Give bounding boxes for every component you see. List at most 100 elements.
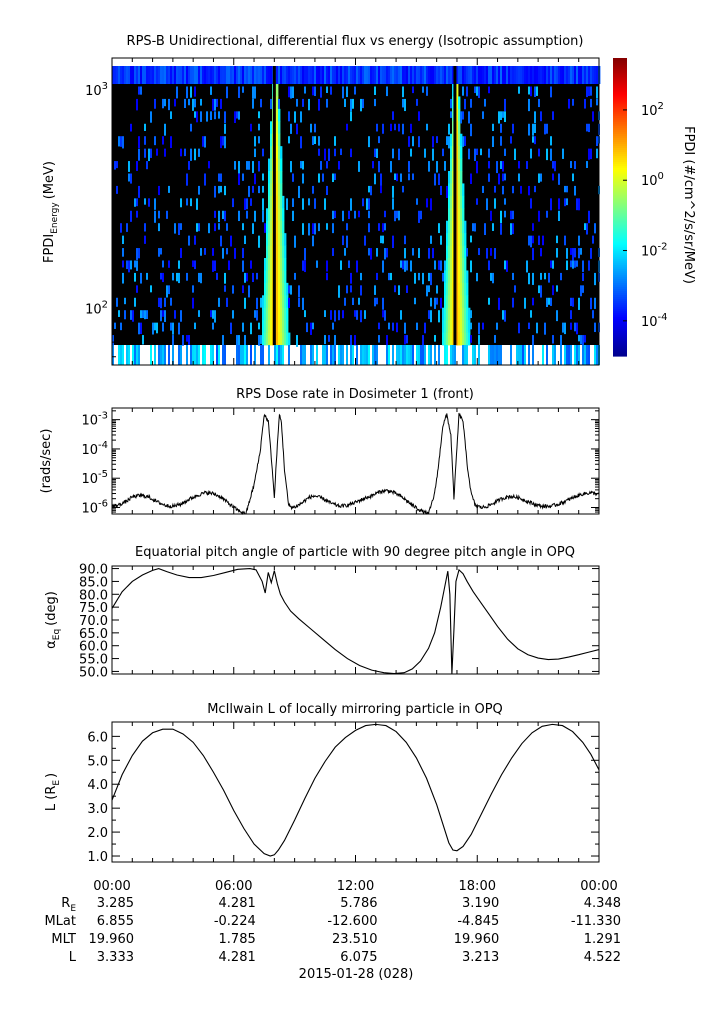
ephemeris-value: -12.600 bbox=[327, 914, 377, 929]
heatmap-bottom-cell bbox=[154, 345, 156, 365]
heatmap-cell bbox=[450, 158, 453, 172]
heatmap-cell bbox=[558, 198, 560, 210]
heatmap-topband-cell bbox=[302, 66, 305, 84]
heatmap-bottom-cell bbox=[494, 345, 496, 365]
heatmap-bottom-cell bbox=[260, 345, 262, 365]
heatmap-cell bbox=[452, 133, 455, 147]
heatmap-cell bbox=[278, 108, 281, 122]
heatmap-cell bbox=[198, 185, 200, 195]
heatmap-cell bbox=[326, 161, 328, 169]
heatmap-cell bbox=[144, 310, 146, 320]
heatmap-cell bbox=[464, 98, 466, 110]
heatmap-cell bbox=[278, 270, 281, 284]
heatmap-cell bbox=[464, 258, 467, 271]
heatmap-topband-cell bbox=[350, 66, 353, 84]
heatmap-cell bbox=[436, 285, 438, 294]
heatmap-cell bbox=[278, 245, 281, 259]
heatmap-cell bbox=[562, 148, 564, 159]
heatmap-cell bbox=[220, 185, 222, 193]
heatmap-cell bbox=[444, 270, 447, 284]
heatmap-cell bbox=[332, 248, 334, 256]
heatmap-cell bbox=[452, 270, 455, 284]
heatmap-cell bbox=[478, 322, 480, 335]
heatmap-cell bbox=[456, 282, 459, 296]
heatmap-cell bbox=[368, 210, 370, 219]
heatmap-cell bbox=[346, 235, 348, 248]
colorbar-segment bbox=[613, 95, 627, 99]
colorbar-segment bbox=[613, 203, 627, 206]
heatmap-cell bbox=[452, 307, 455, 321]
heatmap-cell bbox=[368, 136, 370, 148]
heatmap-cell bbox=[456, 245, 459, 259]
heatmap-cell bbox=[172, 322, 174, 335]
heatmap-cell bbox=[242, 322, 244, 332]
heatmap-cell bbox=[196, 223, 198, 232]
heatmap-bottom-cell bbox=[364, 345, 366, 365]
heatmap-cell bbox=[448, 307, 451, 321]
colorbar-segment bbox=[613, 326, 627, 329]
heatmap-cell bbox=[192, 285, 194, 293]
colorbar-segment bbox=[613, 67, 627, 71]
heatmap-cell bbox=[212, 260, 214, 272]
heatmap-cell bbox=[504, 98, 506, 112]
heatmap-topband-cell bbox=[368, 66, 371, 84]
heatmap-topband-cell bbox=[286, 66, 289, 84]
heatmap-topband-cell bbox=[262, 66, 265, 84]
colorbar-segment bbox=[613, 149, 627, 152]
heatmap-cell bbox=[250, 198, 252, 206]
heatmap-cell bbox=[220, 173, 222, 182]
heatmap-cell bbox=[528, 98, 530, 112]
heatmap-cell bbox=[450, 208, 453, 222]
heatmap-topband-cell bbox=[436, 66, 439, 84]
heatmap-cell bbox=[138, 148, 140, 161]
mcilwain-l-line bbox=[111, 723, 600, 857]
heatmap-cell bbox=[364, 310, 366, 319]
heatmap-bottom-cell bbox=[464, 345, 466, 365]
heatmap-cell bbox=[164, 98, 166, 107]
heatmap-cell bbox=[266, 320, 269, 333]
heatmap-topband-cell bbox=[588, 66, 591, 84]
heatmap-cell bbox=[460, 171, 463, 184]
panel4-ytick-label: 3.0 bbox=[87, 802, 108, 817]
heatmap-cell bbox=[210, 86, 212, 95]
heatmap-cell bbox=[122, 235, 124, 244]
heatmap-cell bbox=[226, 297, 228, 307]
heatmap-cell bbox=[262, 148, 264, 157]
heatmap-cell bbox=[584, 335, 586, 343]
heatmap-cell bbox=[512, 185, 514, 194]
heatmap-topband-cell bbox=[488, 66, 491, 84]
heatmap-cell bbox=[246, 272, 248, 282]
heatmap-cell bbox=[576, 322, 578, 335]
heatmap-topband-cell bbox=[348, 66, 351, 84]
heatmap-cell bbox=[204, 248, 206, 255]
colorbar-segment bbox=[613, 248, 627, 252]
heatmap-cell bbox=[148, 148, 150, 162]
heatmap-cell bbox=[150, 111, 152, 123]
heatmap-cell bbox=[226, 86, 228, 99]
heatmap-cell bbox=[276, 282, 279, 296]
heatmap-topband-cell bbox=[382, 66, 385, 84]
heatmap-cell bbox=[528, 272, 530, 285]
heatmap-cell bbox=[370, 185, 372, 196]
heatmap-cell bbox=[546, 210, 548, 218]
heatmap-cell bbox=[234, 248, 236, 259]
colorbar-tick-label: 102 bbox=[641, 101, 664, 119]
heatmap-topband-cell bbox=[352, 66, 355, 84]
heatmap-cell bbox=[220, 235, 222, 247]
heatmap-cell bbox=[144, 123, 146, 131]
heatmap-topband-cell bbox=[596, 66, 599, 84]
heatmap-cell bbox=[374, 297, 376, 307]
panel2-ytick-label: 10-3 bbox=[81, 411, 108, 429]
heatmap-cell bbox=[392, 148, 394, 159]
heatmap-cell bbox=[130, 310, 132, 320]
heatmap-topband-cell bbox=[172, 66, 175, 84]
heatmap-topband-cell bbox=[526, 66, 529, 84]
heatmap-cell bbox=[446, 220, 449, 234]
heatmap-cell bbox=[462, 195, 465, 209]
heatmap-cell bbox=[194, 111, 196, 118]
colorbar-segment bbox=[613, 167, 627, 170]
colorbar-label: FPDI (#/cm^2/s/sr/MeV) bbox=[681, 126, 696, 284]
heatmap-cell bbox=[360, 285, 362, 296]
colorbar-segment bbox=[613, 338, 627, 341]
